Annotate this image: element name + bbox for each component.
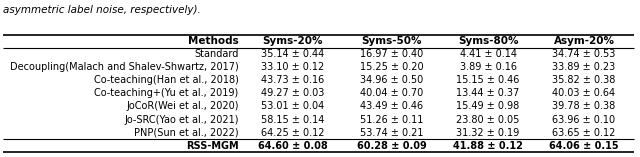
Text: 15.15 ± 0.46: 15.15 ± 0.46 — [456, 75, 520, 85]
Text: Co-teaching+(Yu et al., 2019): Co-teaching+(Yu et al., 2019) — [95, 88, 239, 98]
Text: 35.14 ± 0.44: 35.14 ± 0.44 — [261, 49, 324, 59]
Text: Syms-50%: Syms-50% — [362, 36, 422, 46]
Text: 33.10 ± 0.12: 33.10 ± 0.12 — [261, 62, 324, 72]
Text: asymmetric label noise, respectively).: asymmetric label noise, respectively). — [3, 5, 201, 15]
Text: 16.97 ± 0.40: 16.97 ± 0.40 — [360, 49, 424, 59]
Text: 51.26 ± 0.11: 51.26 ± 0.11 — [360, 115, 424, 125]
Text: Syms-20%: Syms-20% — [262, 36, 323, 46]
Text: Syms-80%: Syms-80% — [458, 36, 518, 46]
Text: 40.04 ± 0.70: 40.04 ± 0.70 — [360, 88, 424, 98]
Text: 53.01 ± 0.04: 53.01 ± 0.04 — [261, 101, 324, 111]
Text: 15.25 ± 0.20: 15.25 ± 0.20 — [360, 62, 424, 72]
Text: 43.49 ± 0.46: 43.49 ± 0.46 — [360, 101, 424, 111]
Text: 34.96 ± 0.50: 34.96 ± 0.50 — [360, 75, 424, 85]
Text: Decoupling(Malach and Shalev-Shwartz, 2017): Decoupling(Malach and Shalev-Shwartz, 20… — [10, 62, 239, 72]
Text: 23.80 ± 0.05: 23.80 ± 0.05 — [456, 115, 520, 125]
Text: 4.41 ± 0.14: 4.41 ± 0.14 — [460, 49, 516, 59]
Text: 33.89 ± 0.23: 33.89 ± 0.23 — [552, 62, 616, 72]
Text: Methods: Methods — [188, 36, 239, 46]
Text: 64.25 ± 0.12: 64.25 ± 0.12 — [261, 128, 324, 138]
Text: 64.06 ± 0.15: 64.06 ± 0.15 — [549, 141, 619, 151]
Text: 31.32 ± 0.19: 31.32 ± 0.19 — [456, 128, 520, 138]
Text: 63.65 ± 0.12: 63.65 ± 0.12 — [552, 128, 616, 138]
Text: 34.74 ± 0.53: 34.74 ± 0.53 — [552, 49, 616, 59]
Text: 39.78 ± 0.38: 39.78 ± 0.38 — [552, 101, 616, 111]
Text: 63.96 ± 0.10: 63.96 ± 0.10 — [552, 115, 616, 125]
Text: 60.28 ± 0.09: 60.28 ± 0.09 — [357, 141, 427, 151]
Text: 43.73 ± 0.16: 43.73 ± 0.16 — [261, 75, 324, 85]
Text: Jo-SRC(Yao et al., 2021): Jo-SRC(Yao et al., 2021) — [124, 115, 239, 125]
Text: JoCoR(Wei et al., 2020): JoCoR(Wei et al., 2020) — [126, 101, 239, 111]
Text: 53.74 ± 0.21: 53.74 ± 0.21 — [360, 128, 424, 138]
Text: 41.88 ± 0.12: 41.88 ± 0.12 — [453, 141, 523, 151]
Text: 35.82 ± 0.38: 35.82 ± 0.38 — [552, 75, 616, 85]
Text: 3.89 ± 0.16: 3.89 ± 0.16 — [460, 62, 516, 72]
Text: PNP(Sun et al., 2022): PNP(Sun et al., 2022) — [134, 128, 239, 138]
Text: 15.49 ± 0.98: 15.49 ± 0.98 — [456, 101, 520, 111]
Text: 13.44 ± 0.37: 13.44 ± 0.37 — [456, 88, 520, 98]
Text: 64.60 ± 0.08: 64.60 ± 0.08 — [258, 141, 328, 151]
Text: 49.27 ± 0.03: 49.27 ± 0.03 — [261, 88, 324, 98]
Text: 58.15 ± 0.14: 58.15 ± 0.14 — [261, 115, 324, 125]
Text: 40.03 ± 0.64: 40.03 ± 0.64 — [552, 88, 616, 98]
Text: RSS-MGM: RSS-MGM — [186, 141, 239, 151]
Text: Standard: Standard — [195, 49, 239, 59]
Text: Asym-20%: Asym-20% — [554, 36, 614, 46]
Text: Co-teaching(Han et al., 2018): Co-teaching(Han et al., 2018) — [94, 75, 239, 85]
